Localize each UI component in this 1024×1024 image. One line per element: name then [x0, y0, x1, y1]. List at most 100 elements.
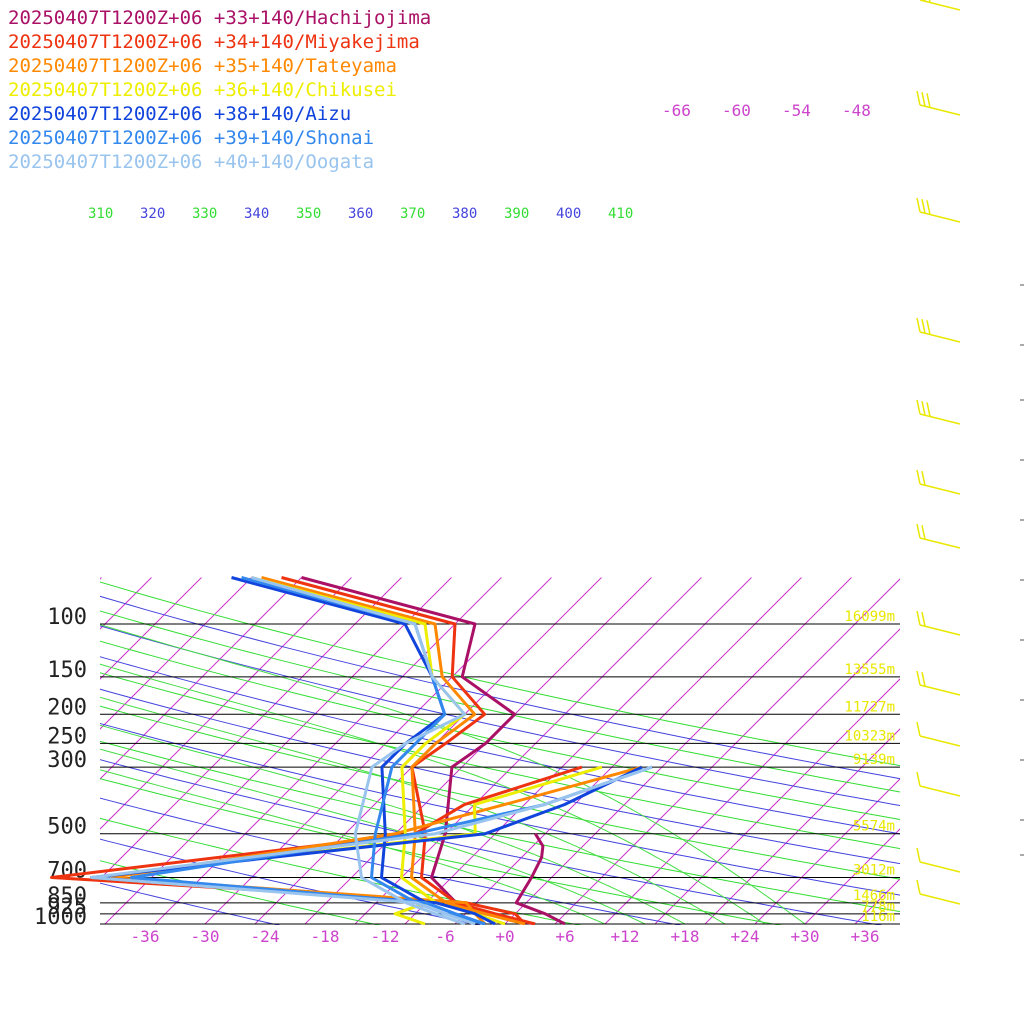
isotherm-line: [604, 628, 900, 925]
temperature-tick-label: -30: [191, 927, 220, 946]
theta-label: 410: [608, 206, 633, 222]
top-temperature-label: -54: [782, 101, 811, 120]
theta-label: 390: [504, 206, 529, 222]
theta-label: 310: [88, 206, 113, 222]
temperature-ticks: -36 -30 -24 -18 -12 -6 +0 +6 +12 +18 +24 +30 +36: [131, 927, 880, 946]
dry-adiabat: [100, 640, 900, 821]
wind-barb: [916, 610, 961, 636]
temperature-tick-label: -12: [371, 927, 400, 946]
temperature-profile: [251, 576, 467, 925]
wind-barb: [916, 670, 961, 696]
isotherm-line: [905, 578, 1024, 924]
top-temperature-label: -66: [662, 101, 691, 120]
height-label: 16099m: [844, 609, 895, 625]
legend: 20250407T1200Z+06 +33+140/Hachijojima 202…: [8, 7, 431, 173]
isotherm-line: [0, 578, 51, 924]
wind-barb: [916, 399, 961, 425]
wind-barb: [916, 847, 961, 873]
dry-adiabat: [100, 688, 900, 865]
theta-label: 330: [192, 206, 217, 222]
temperature-tick-label: -6: [435, 927, 454, 946]
height-label: 9139m: [853, 752, 895, 768]
dry-adiabat: [100, 838, 481, 925]
legend-entry: 20250407T1200Z+06 +38+140/Aizu: [8, 103, 351, 125]
theta-labels: 310 320 330 340 350 360 370 380 390 400 410: [88, 206, 633, 222]
isotherm-line: [804, 828, 900, 925]
pressure-label: 500: [47, 815, 87, 840]
wind-barbs: [916, 0, 961, 905]
pressure-label: 150: [47, 658, 87, 683]
height-label: 116m: [861, 909, 895, 925]
temperature-tick-label: -18: [311, 927, 340, 946]
top-temperature-label: -60: [722, 101, 751, 120]
dry-adiabat: [100, 860, 381, 925]
theta-label: 380: [452, 206, 477, 222]
theta-label: 320: [140, 206, 165, 222]
wind-barb: [916, 317, 961, 343]
isotherm-line: [955, 578, 1024, 924]
edge-marks: [1020, 284, 1024, 856]
theta-label: 360: [348, 206, 373, 222]
dry-adiabat: [100, 759, 883, 925]
isotherm-line: [100, 577, 252, 730]
top-temperature-label: -48: [842, 101, 871, 120]
pressure-label: 925: [47, 895, 87, 920]
height-label: 11727m: [844, 699, 895, 715]
isotherm-line: [100, 577, 202, 680]
theta-label: 340: [244, 206, 269, 222]
temperature-tick-label: -24: [251, 927, 280, 946]
dry-adiabat: [100, 705, 900, 880]
pressure-label: 200: [47, 695, 87, 720]
dewpoint-profile: [514, 832, 566, 925]
pressure-label: 1000: [34, 905, 87, 930]
isotherm-line: [754, 778, 900, 925]
legend-entry: 20250407T1200Z+06 +40+140/Oogata: [8, 151, 374, 173]
dry-adiabat: [100, 740, 900, 913]
wind-barb: [916, 879, 961, 905]
theta-label: 400: [556, 206, 581, 222]
legend-entry: 20250407T1200Z+06 +36+140/Chikusei: [8, 79, 397, 101]
temperature-tick-label: +12: [611, 927, 640, 946]
wind-barb: [919, 0, 961, 11]
legend-entry: 20250407T1200Z+06 +33+140/Hachijojima: [8, 7, 431, 29]
dewpoint-profile: [90, 765, 653, 925]
wind-barb: [916, 197, 961, 223]
wind-barb: [916, 469, 961, 495]
height-label: 5574m: [853, 819, 895, 835]
height-labels: 16099m 13555m 11727m 10323m 9139m 5574m 3012m 1…: [844, 609, 895, 925]
wind-barb: [916, 771, 961, 797]
temperature-tick-label: +24: [731, 927, 760, 946]
sounding-profiles: [50, 576, 653, 925]
temperature-tick-label: +30: [791, 927, 820, 946]
dry-adiabat: [100, 581, 900, 767]
dry-adiabat: [100, 672, 900, 850]
temperature-tick-label: -36: [131, 927, 160, 946]
isotherm-line: [0, 578, 1, 924]
height-label: 13555m: [844, 662, 895, 678]
dry-adiabat: [100, 722, 900, 896]
temperature-tick-label: +0: [495, 927, 514, 946]
temperature-tick-label: +6: [555, 927, 574, 946]
height-label: 1466m: [853, 888, 895, 904]
legend-entry: 20250407T1200Z+06 +35+140/Tateyama: [8, 55, 397, 77]
dry-adiabat: [100, 595, 900, 780]
isotherm-line: [554, 578, 900, 925]
wind-barb: [916, 90, 961, 116]
isotherm-line: [404, 577, 752, 925]
temperature-tick-label: +36: [851, 927, 880, 946]
height-label: 3012m: [853, 863, 895, 879]
isotherm-line: [100, 577, 302, 780]
isotherm-line: [454, 577, 802, 925]
temperature-profile: [261, 576, 526, 925]
dewpoint-profile: [50, 765, 583, 925]
height-label: 778m: [861, 899, 895, 915]
dry-adiabat: [100, 610, 900, 793]
dry-adiabat: [100, 656, 900, 835]
isotherm-line: [654, 678, 900, 925]
isotherm-line: [104, 577, 452, 925]
pressure-label: 300: [47, 748, 87, 773]
dry-adiabat: [100, 882, 281, 925]
isotherm-line: [1005, 578, 1024, 924]
height-label: 10323m: [844, 728, 895, 744]
